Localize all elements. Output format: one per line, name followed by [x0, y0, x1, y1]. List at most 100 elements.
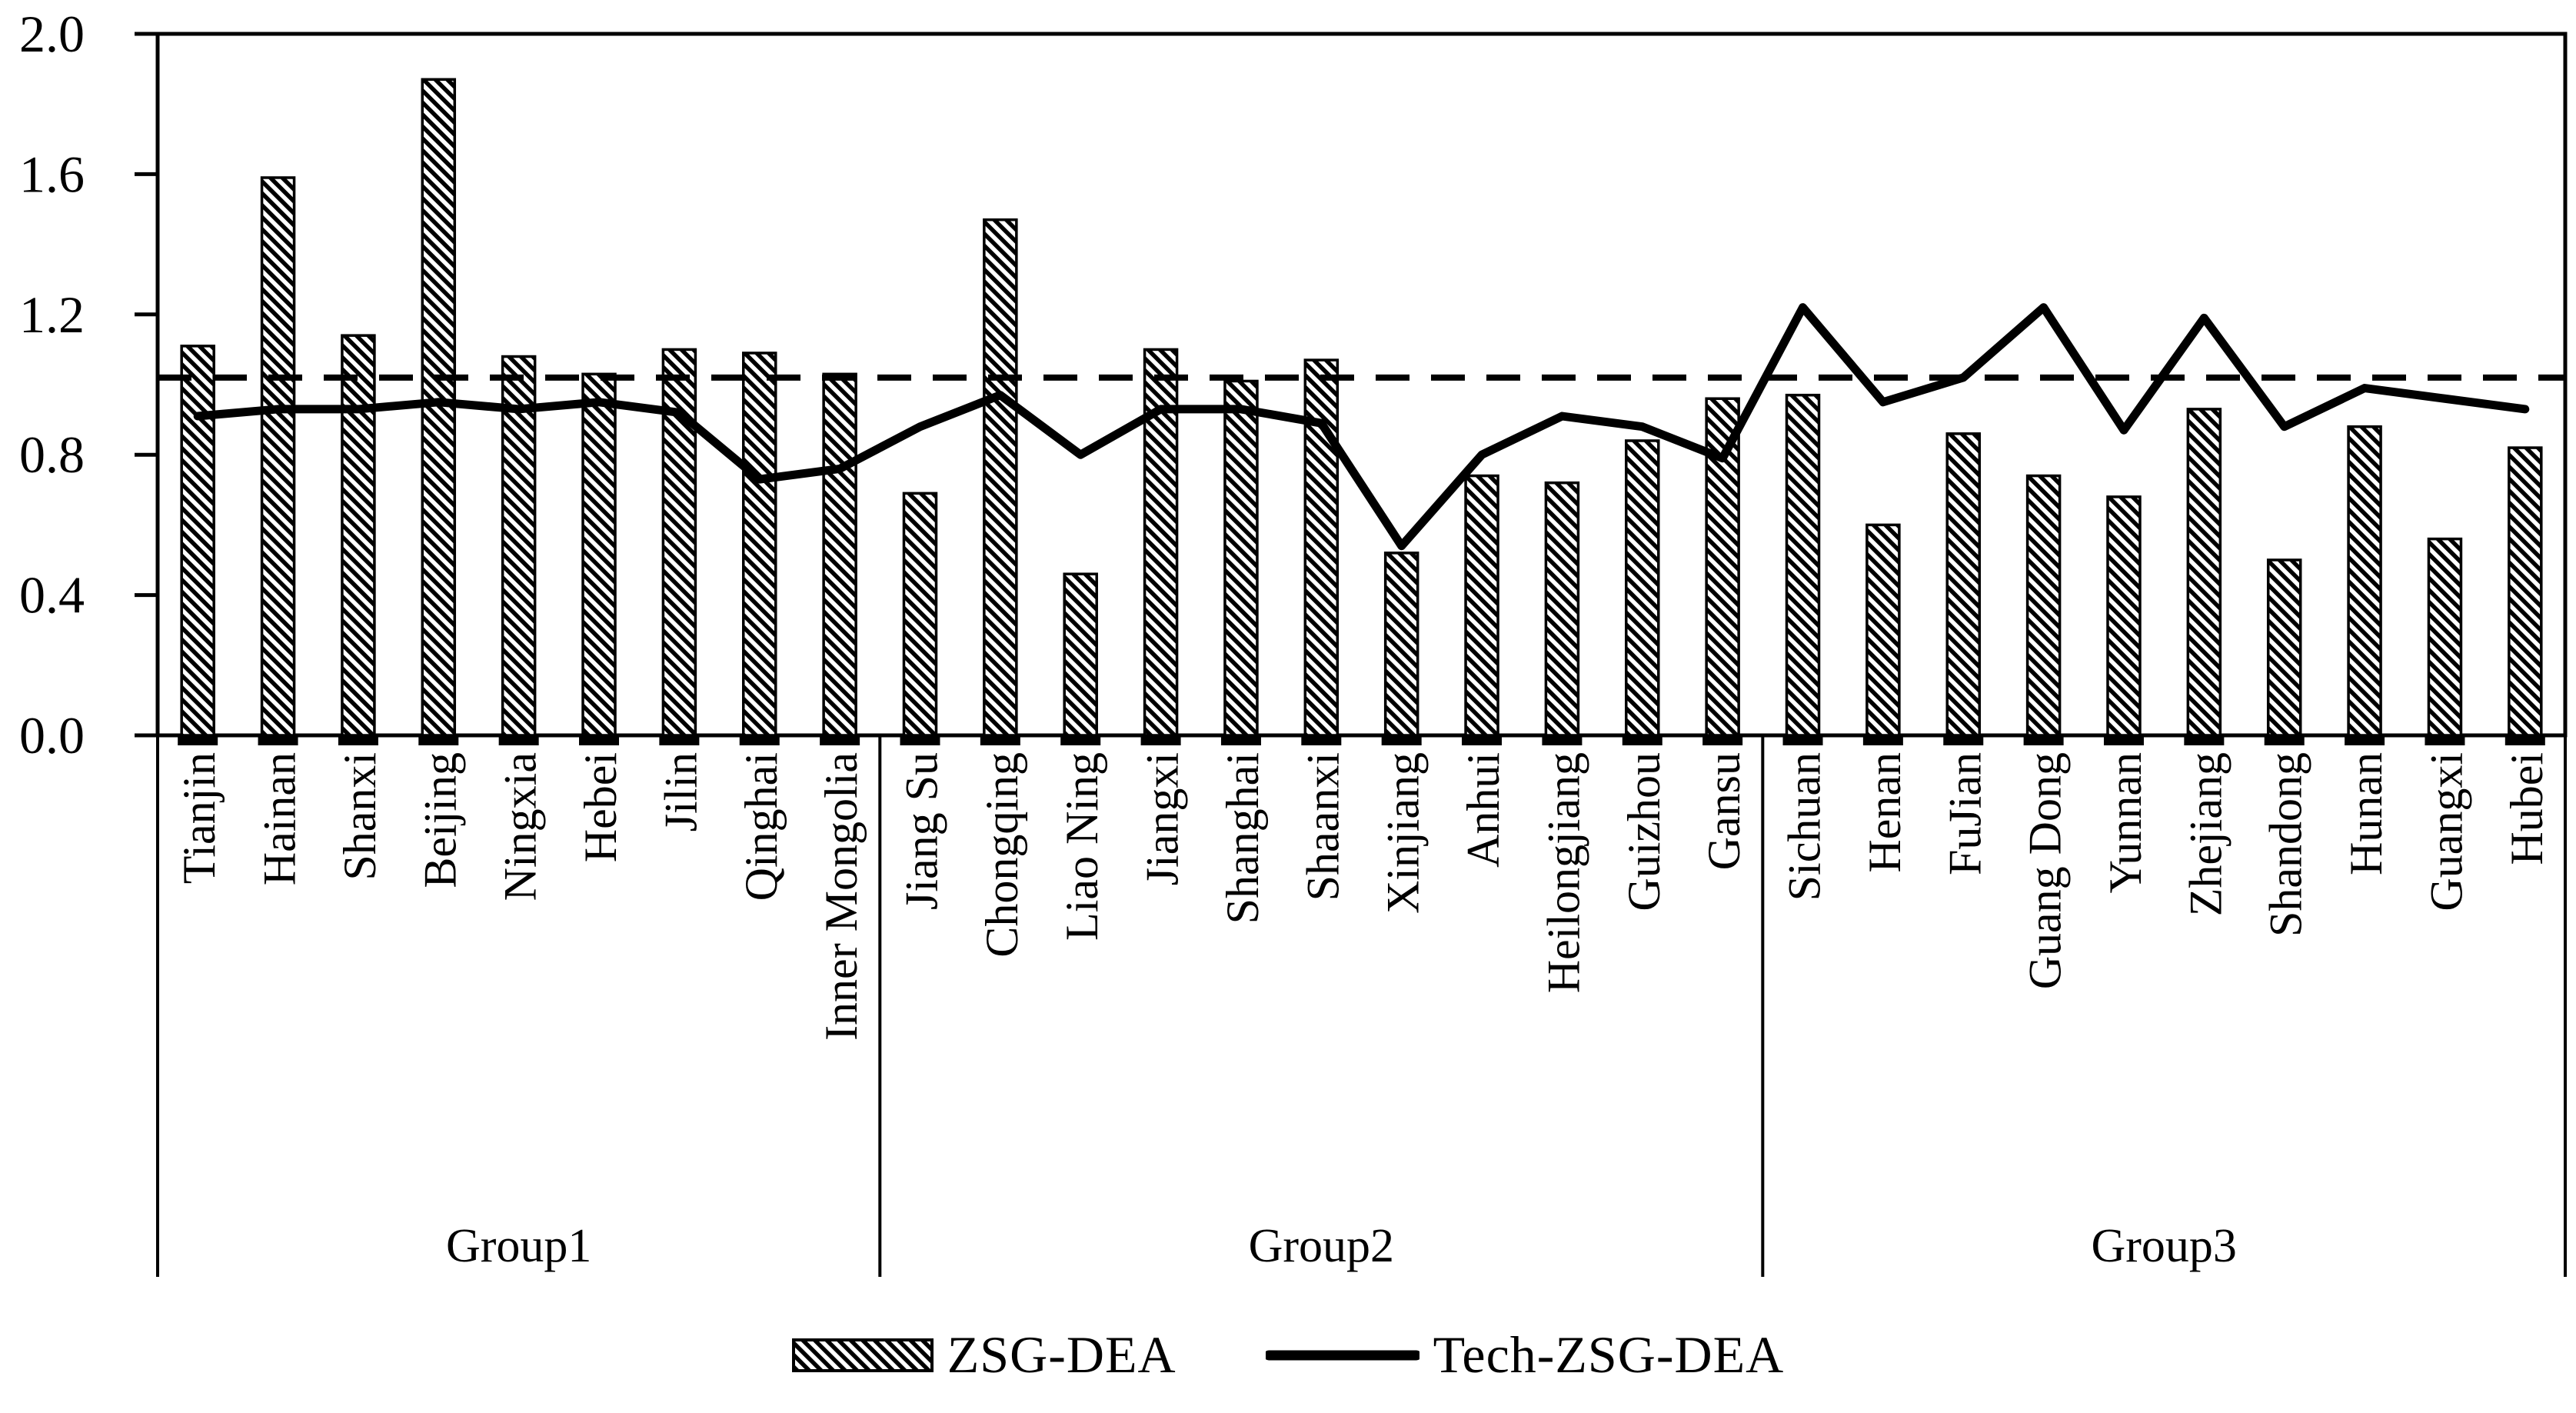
x-axis-category-tick	[1140, 735, 1181, 745]
x-axis-category-tick	[739, 735, 780, 745]
x-axis-label: Sichuan	[1779, 752, 1830, 901]
x-axis-label: Jiang Su	[896, 752, 947, 910]
x-axis-label: Shanghai	[1217, 752, 1268, 924]
x-axis-category-tick	[2184, 735, 2225, 745]
x-axis-category-tick	[418, 735, 459, 745]
x-axis-label: Hunan	[2341, 752, 2391, 875]
bar-zsg-dea	[581, 372, 617, 737]
hatched-box-icon	[791, 1338, 934, 1372]
bar-zsg-dea	[1303, 358, 1340, 737]
bar-zsg-dea	[1383, 552, 1419, 737]
x-axis-label: Guizhou	[1619, 752, 1669, 911]
bar-zsg-dea	[1464, 474, 1499, 737]
x-axis-label: Chongqing	[977, 752, 1027, 958]
bar-zsg-dea	[1705, 397, 1740, 737]
x-axis-category-tick	[820, 735, 860, 745]
x-axis-label: Anhui	[1458, 752, 1509, 868]
legend-label-zsg-dea: ZSG-DEA	[947, 1325, 1177, 1384]
y-axis-tick-label: 2.0	[19, 5, 85, 63]
bar-zsg-dea	[180, 345, 215, 737]
x-axis-category-tick	[659, 735, 700, 745]
legend-item-tech-zsg-dea: Tech-ZSG-DEA	[1265, 1325, 1785, 1385]
x-axis-label: Jilin	[655, 752, 706, 831]
x-axis-label: Tianjin	[174, 752, 225, 884]
group-label: Group2	[1249, 1220, 1394, 1272]
x-axis-label: Qinghai	[736, 752, 787, 901]
x-axis-label: Inner Mongolia	[816, 752, 867, 1041]
x-axis-category-tick	[1060, 735, 1101, 745]
x-axis-label: Shandong	[2261, 752, 2311, 937]
x-axis-label: Beijing	[414, 752, 465, 888]
x-axis-category-tick	[1622, 735, 1662, 745]
group-label: Group1	[446, 1220, 591, 1272]
bar-zsg-dea	[2025, 474, 2062, 737]
x-axis-category-tick	[980, 735, 1020, 745]
y-axis-tick-label: 0.4	[19, 566, 85, 625]
bar-zsg-dea	[501, 355, 537, 737]
bar-zsg-dea	[2106, 495, 2142, 737]
bar-zsg-dea	[902, 492, 938, 737]
x-axis-category-tick	[1301, 735, 1342, 745]
bar-zsg-dea	[1544, 481, 1580, 737]
bar-zsg-dea	[822, 372, 857, 737]
x-axis-category-tick	[1381, 735, 1422, 745]
bar-zsg-dea	[1785, 393, 1821, 737]
x-axis-category-tick	[579, 735, 620, 745]
bar-zsg-dea	[983, 218, 1018, 737]
thick-line-icon	[1265, 1350, 1419, 1360]
x-axis-label: Hebei	[575, 752, 626, 862]
x-axis-category-tick	[2264, 735, 2305, 745]
x-axis-category-tick	[2103, 735, 2144, 745]
x-axis-category-tick	[338, 735, 378, 745]
x-axis-category-tick	[178, 735, 218, 745]
x-axis-category-tick	[1943, 735, 1984, 745]
x-axis-category-tick	[900, 735, 940, 745]
x-axis-category-tick	[2425, 735, 2465, 745]
x-axis-label: Hubei	[2501, 752, 2552, 865]
x-axis-category-tick	[2345, 735, 2385, 745]
x-axis-category-tick	[1542, 735, 1583, 745]
legend: ZSG-DEA Tech-ZSG-DEA	[0, 1325, 2576, 1385]
x-axis-label: Henan	[1859, 752, 1910, 873]
x-axis-label: FuJian	[1939, 752, 1990, 875]
x-axis-label: Zhejiang	[2180, 752, 2231, 916]
y-axis-tick-label: 0.0	[19, 706, 85, 765]
y-axis-tick-label: 1.2	[19, 285, 85, 344]
bar-zsg-dea	[1223, 379, 1259, 737]
legend-label-tech-zsg-dea: Tech-ZSG-DEA	[1433, 1325, 1785, 1384]
bar-zsg-dea	[341, 334, 376, 737]
x-axis-label: Guangxi	[2421, 752, 2471, 911]
x-axis-category-tick	[1220, 735, 1261, 745]
bar-zsg-dea	[742, 352, 777, 737]
x-axis-category-tick	[1862, 735, 1903, 745]
x-axis-category-tick	[258, 735, 298, 745]
x-axis-label: Hainan	[255, 752, 305, 885]
bar-zsg-dea	[2186, 408, 2222, 737]
bar-zsg-dea	[260, 176, 296, 737]
bar-zsg-dea	[421, 78, 457, 737]
bar-zsg-dea	[2266, 558, 2302, 737]
bar-zsg-dea	[2347, 425, 2382, 737]
x-axis-category-tick	[1782, 735, 1823, 745]
bar-zsg-dea	[2427, 537, 2463, 737]
x-axis-label: Heilongjiang	[1538, 752, 1589, 993]
x-axis-label: Jiangxi	[1137, 752, 1188, 885]
bar-zsg-dea	[1865, 523, 1901, 737]
group-label: Group3	[2091, 1220, 2236, 1272]
plot-frame	[155, 32, 2568, 738]
bar-zsg-dea	[1063, 572, 1098, 737]
bar-zsg-dea	[1625, 439, 1660, 737]
bar-zsg-dea	[1945, 432, 1981, 737]
x-axis-label: Ningxia	[495, 752, 546, 901]
tech-zsg-dea-line	[193, 303, 2530, 551]
x-axis-category-tick	[2023, 735, 2064, 745]
legend-item-zsg-dea: ZSG-DEA	[791, 1325, 1177, 1385]
x-axis-category-tick	[1702, 735, 1743, 745]
y-axis-tick-label: 0.8	[19, 425, 85, 484]
x-axis-label: Liao Ning	[1057, 752, 1107, 941]
bar-zsg-dea	[2508, 446, 2543, 737]
x-axis-category-tick	[2504, 735, 2545, 745]
x-axis-label: Xinjiang	[1378, 752, 1429, 914]
